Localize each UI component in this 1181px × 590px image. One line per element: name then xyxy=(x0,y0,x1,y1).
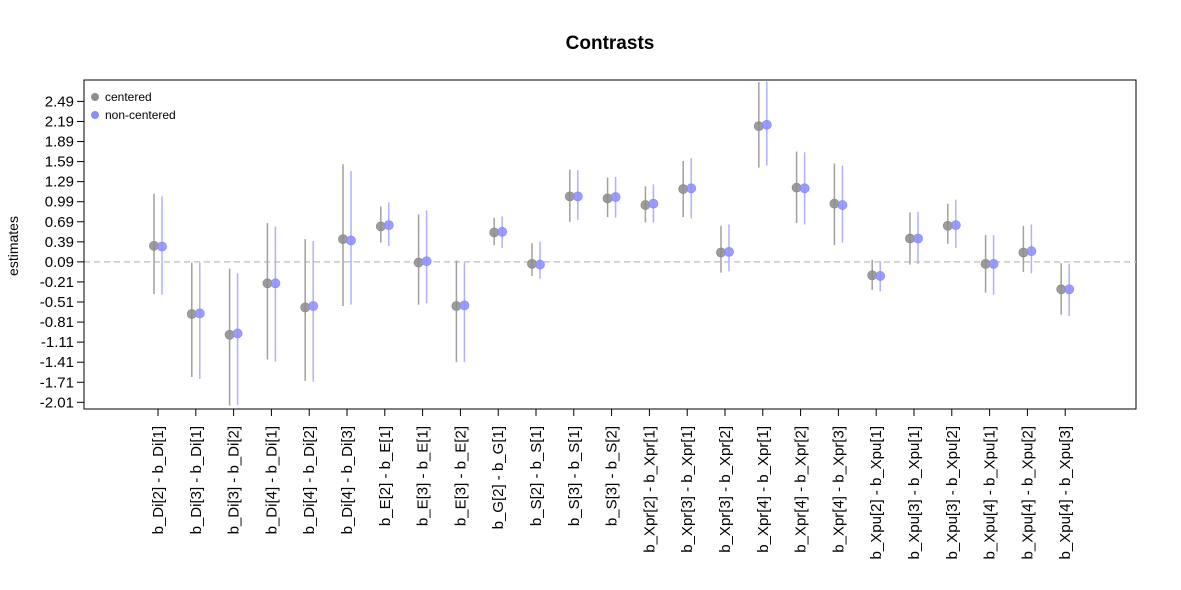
point-non-centered xyxy=(421,256,432,267)
y-tick-label: -0.81 xyxy=(40,314,74,331)
y-tick-label: -1.41 xyxy=(40,354,74,371)
point-non-centered xyxy=(686,183,697,194)
point-centered xyxy=(829,198,840,209)
y-tick-label: 0.99 xyxy=(45,194,74,211)
x-tick-label: b_Xpu[3] - b_Xpu[1] xyxy=(906,426,923,559)
y-tick-label: -2.01 xyxy=(40,394,74,411)
point-non-centered xyxy=(950,220,961,231)
y-tick-label: 0.39 xyxy=(45,234,74,251)
y-tick-label: 2.19 xyxy=(45,113,74,130)
y-tick-label: 2.49 xyxy=(45,93,74,110)
point-non-centered xyxy=(913,233,923,244)
x-axis: b_Di[2] - b_Di[1] b_Di[3] - b_Di[1] b_Di[3… xyxy=(150,408,1074,559)
x-tick-label: b_S[2] - b_S[1] xyxy=(528,426,545,526)
x-tick-label: b_E[3] - b_E[2] xyxy=(452,426,469,526)
point-centered xyxy=(413,257,424,268)
point-non-centered xyxy=(194,308,205,319)
point-non-centered xyxy=(988,258,999,269)
legend-marker-non-centered xyxy=(91,111,99,119)
y-tick-label: -1.71 xyxy=(40,374,74,391)
x-tick-label: b_Xpu[4] - b_Xpu[3] xyxy=(1057,426,1074,559)
x-tick-label: b_S[3] - b_S[2] xyxy=(604,426,621,526)
point-centered xyxy=(602,193,613,204)
point-non-centered xyxy=(1026,246,1037,257)
point-non-centered xyxy=(572,191,583,202)
point-centered xyxy=(300,302,311,313)
x-tick-label: b_E[3] - b_E[1] xyxy=(415,426,432,526)
x-tick-label: b_Xpu[4] - b_Xpu[2] xyxy=(1019,426,1036,559)
point-non-centered xyxy=(535,259,545,270)
point-non-centered xyxy=(459,300,470,311)
x-tick-label: b_Xpr[3] - b_Xpr[1] xyxy=(679,426,696,553)
point-non-centered xyxy=(799,183,810,194)
point-non-centered xyxy=(648,198,659,209)
point-centered xyxy=(640,200,651,210)
point-non-centered xyxy=(270,278,281,289)
x-tick-label: b_Xpu[3] - b_Xpu[2] xyxy=(944,426,961,559)
point-layer xyxy=(149,119,1075,340)
point-non-centered xyxy=(1064,284,1075,295)
y-tick-label: 0.69 xyxy=(45,214,74,231)
x-tick-label: b_Xpu[2] - b_Xpu[1] xyxy=(868,426,885,559)
x-tick-label: b_G[2] - b_G[1] xyxy=(490,426,507,529)
point-non-centered xyxy=(724,246,734,257)
legend-label-centered: centered xyxy=(105,90,152,104)
x-tick-label: b_S[3] - b_S[1] xyxy=(566,426,583,526)
x-tick-label: b_Xpr[4] - b_Xpr[3] xyxy=(830,426,847,553)
legend-marker-centered xyxy=(91,93,99,101)
x-tick-label: b_Xpr[4] - b_Xpr[2] xyxy=(793,426,810,553)
y-tick-label: 1.29 xyxy=(45,174,74,191)
x-tick-label: b_Xpr[4] - b_Xpr[1] xyxy=(755,426,772,553)
point-non-centered xyxy=(308,301,319,311)
point-centered xyxy=(375,221,386,232)
point-non-centered xyxy=(610,192,621,202)
x-tick-label: b_Di[3] - b_Di[2] xyxy=(226,426,243,534)
point-centered xyxy=(753,121,764,132)
point-non-centered xyxy=(157,241,167,252)
point-non-centered xyxy=(346,235,356,246)
chart-title: Contrasts xyxy=(566,33,655,54)
x-tick-label: b_Di[3] - b_Di[1] xyxy=(188,426,205,534)
point-centered xyxy=(338,234,348,245)
y-tick-label: -1.11 xyxy=(41,334,74,351)
x-tick-label: b_E[2] - b_E[1] xyxy=(377,426,394,526)
y-tick-label: -0.21 xyxy=(40,274,74,291)
legend: centered non-centered xyxy=(91,90,176,122)
y-tick-label: 1.59 xyxy=(45,154,74,171)
y-tick-label: 0.09 xyxy=(45,254,74,271)
point-non-centered xyxy=(761,119,772,130)
point-non-centered xyxy=(837,200,848,210)
y-axis: 2.49 2.19 1.89 1.59 1.29 0.99 0.69 0.39 0.09 -0.2… xyxy=(40,93,85,411)
point-non-centered xyxy=(875,271,886,281)
x-tick-label: b_Xpu[4] - b_Xpu[1] xyxy=(982,426,999,559)
point-non-centered xyxy=(497,226,508,237)
plot-area xyxy=(83,79,1137,410)
point-centered xyxy=(1018,247,1029,258)
x-tick-label: b_Di[4] - b_Di[2] xyxy=(301,426,318,534)
x-tick-label: b_Xpr[3] - b_Xpr[2] xyxy=(717,426,734,553)
point-centered xyxy=(224,329,235,340)
interval-layer xyxy=(153,81,1070,406)
y-axis-label: estimates xyxy=(5,216,21,276)
point-non-centered xyxy=(232,328,243,339)
y-tick-label: -0.51 xyxy=(40,294,74,311)
x-tick-label: b_Xpr[2] - b_Xpr[1] xyxy=(641,426,658,553)
x-tick-label: b_Di[4] - b_Di[3] xyxy=(339,426,356,534)
point-non-centered xyxy=(383,220,394,231)
x-tick-label: b_Di[2] - b_Di[1] xyxy=(150,426,167,534)
y-tick-label: 1.89 xyxy=(45,134,74,151)
legend-label-non-centered: non-centered xyxy=(105,108,176,122)
x-tick-label: b_Di[4] - b_Di[1] xyxy=(263,426,280,534)
